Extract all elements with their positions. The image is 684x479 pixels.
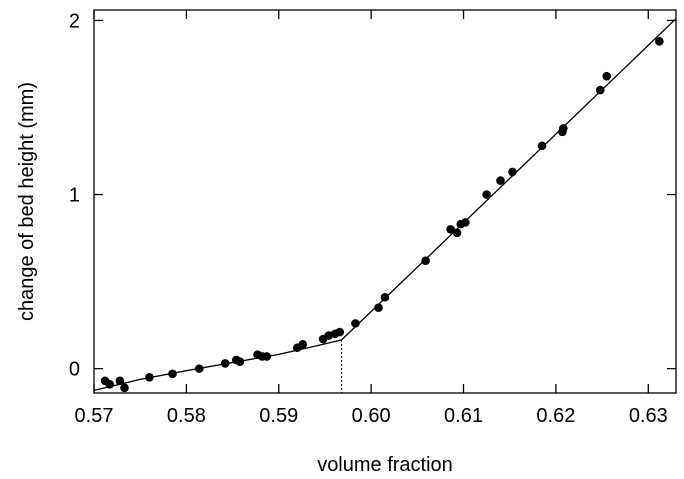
data-point [380,292,390,302]
data-point [168,369,177,379]
fit-layer [93,18,677,393]
y-axis-ticks: 0 1 2 [69,10,676,381]
data-point [446,225,455,234]
y-axis-label: change of bed height (mm) [16,82,38,321]
point-layer [100,37,664,393]
data-point [482,190,491,199]
x-tick-label: 0.57 [75,405,114,427]
data-point [195,364,204,373]
data-point [496,176,505,185]
data-point [508,167,517,177]
data-point [115,376,125,386]
data-point [335,327,345,337]
data-point [452,228,462,238]
data-point [120,383,129,393]
data-point [351,319,360,328]
plot-frame [93,9,677,394]
data-point [421,256,430,265]
x-tick-label: 0.60 [352,405,391,427]
data-point [602,71,612,81]
x-axis-ticks: 0.57 0.58 0.59 0.60 0.61 0.62 0.63 [75,10,668,427]
data-point [461,218,470,227]
data-point [220,359,230,368]
x-tick-label: 0.58 [167,405,206,427]
data-point [595,85,605,95]
data-point [537,141,547,151]
x-axis-label: volume fraction [317,454,453,476]
data-point [655,37,664,46]
x-tick-label: 0.61 [444,405,483,427]
x-tick-label: 0.62 [536,405,575,427]
fit-curve [93,18,677,392]
data-point [262,352,272,361]
data-point [105,379,115,389]
data-point [324,331,333,340]
x-tick-label: 0.63 [629,405,668,427]
data-point [298,339,308,349]
y-tick-label: 0 [69,359,80,381]
plot-border [93,9,677,394]
data-point [374,303,383,312]
data-point [235,357,245,366]
data-point [145,373,154,382]
data-point [558,124,568,133]
x-tick-label: 0.59 [259,405,298,427]
y-tick-label: 2 [69,10,80,32]
y-tick-label: 1 [69,185,80,207]
